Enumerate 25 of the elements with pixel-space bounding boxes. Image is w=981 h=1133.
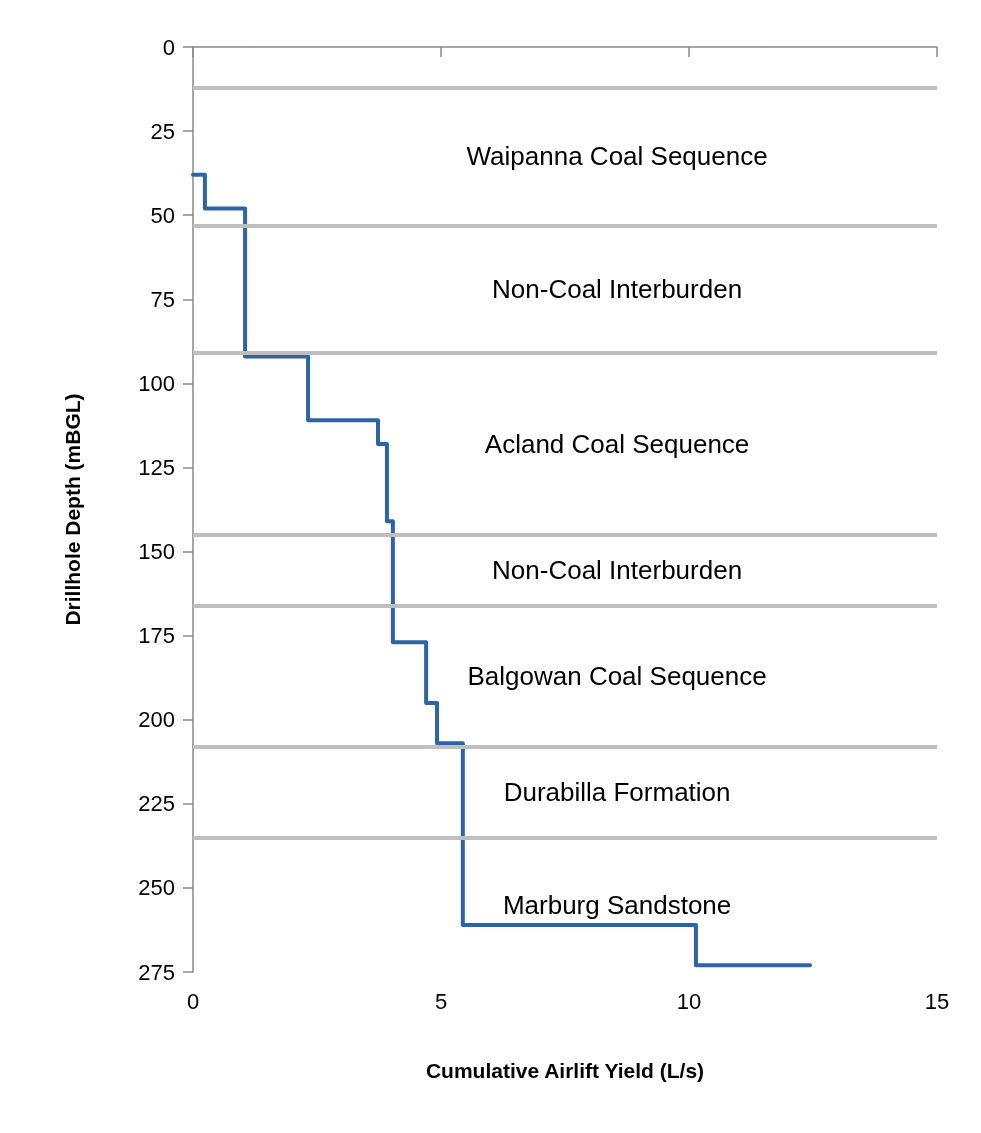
y-tick-label: 0: [162, 34, 175, 60]
x-tick-label: 15: [924, 988, 950, 1014]
annotation: Balgowan Coal Sequence: [467, 661, 767, 691]
annotation: Durabilla Formation: [503, 777, 731, 808]
y-tick-label: 175: [138, 623, 175, 649]
x-tick-label: 10: [676, 988, 702, 1014]
y-axis-title: Drillhole Depth (mBGL): [61, 393, 84, 626]
y-tick-label: 125: [138, 454, 175, 480]
y-tick-label: 150: [138, 539, 175, 565]
x-tick-label: 5: [434, 988, 448, 1014]
y-tick-label: 50: [150, 202, 175, 228]
x-axis-title: Cumulative Airlift Yield (L/s): [425, 1059, 705, 1082]
y-tick-label: 100: [138, 370, 175, 396]
y-tick-label: 250: [138, 875, 175, 901]
annotation: Waipanna Coal Sequence: [466, 141, 768, 172]
y-tick-label: 75: [150, 286, 175, 312]
annotation: Marburg Sandstone: [502, 889, 732, 920]
annotation: Acland Coal Sequence: [484, 428, 750, 459]
annotation: Non-Coal Interburden: [492, 274, 743, 305]
y-tick-label: 225: [138, 791, 175, 817]
annotation: Non-Coal Interburden: [492, 555, 743, 586]
y-tick-label: 25: [150, 118, 175, 144]
y-tick-label: 275: [138, 959, 175, 985]
y-tick-label: 200: [138, 707, 175, 733]
x-tick-label: 0: [186, 988, 200, 1014]
